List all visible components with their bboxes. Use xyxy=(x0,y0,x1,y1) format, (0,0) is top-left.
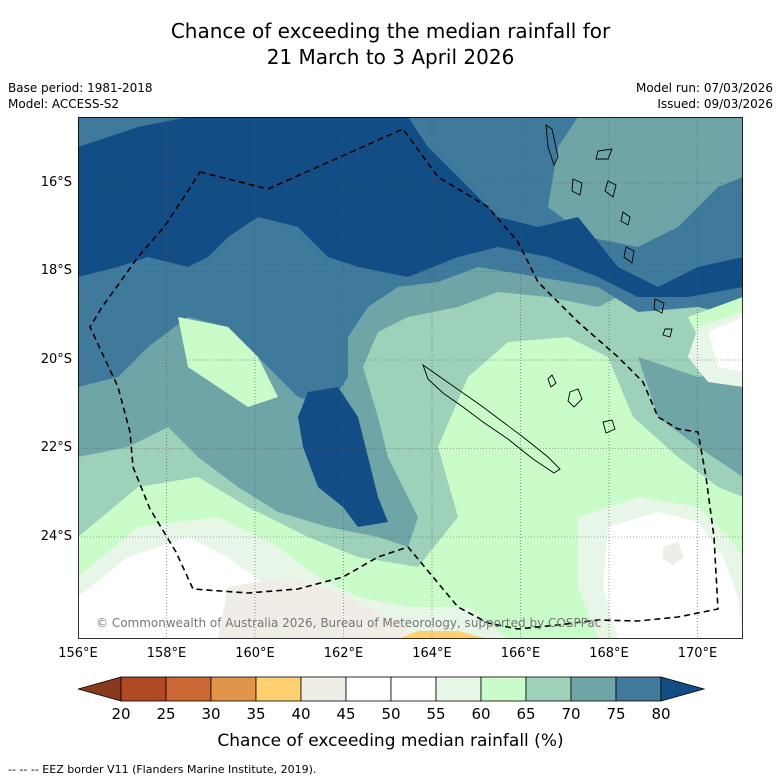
colorbar-tick-35: 35 xyxy=(246,705,266,723)
band-80-plus xyxy=(78,117,743,297)
colorbar-segment-20-25 xyxy=(120,676,167,702)
colorbar-tick-75: 75 xyxy=(606,705,626,723)
eez-border xyxy=(89,128,719,630)
colorbar-segment-75-80 xyxy=(615,676,662,702)
colorbar-tick-65: 65 xyxy=(516,705,536,723)
colorbar-label: Chance of exceeding median rainfall (%) xyxy=(217,731,564,751)
colorbar-segment-45-50 xyxy=(345,676,392,702)
colorbar-segment-25-30 xyxy=(165,676,212,702)
colorbar-segment-70-75 xyxy=(570,676,617,702)
colorbar-tick-70: 70 xyxy=(561,705,581,723)
colorbar-low-extend xyxy=(78,676,122,702)
lat-label-24s: 24°S xyxy=(40,529,72,544)
colorbar-segment-65-70 xyxy=(525,676,572,702)
base-period: Base period: 1981-2018 xyxy=(8,81,153,95)
lon-label-166e: 166°E xyxy=(500,646,541,661)
band-40-45 xyxy=(218,577,418,639)
title-line-2: 21 March to 3 April 2026 xyxy=(266,45,515,69)
title-line-1: Chance of exceeding the median rainfall … xyxy=(170,19,611,43)
colorbar-tick-50: 50 xyxy=(381,705,401,723)
model-name: Model: ACCESS-S2 xyxy=(8,97,120,111)
lat-label-16s: 16°S xyxy=(40,175,72,190)
colorbar-tick-30: 30 xyxy=(201,705,221,723)
meta-left: Base period: 1981-2018 Model: ACCESS-S2 xyxy=(8,80,153,112)
colorbar-tick-55: 55 xyxy=(426,705,446,723)
new-caledonia-island xyxy=(422,363,561,474)
map-border xyxy=(78,117,743,639)
colorbar-tick-60: 60 xyxy=(471,705,491,723)
band-70-75-east xyxy=(638,357,743,477)
colorbar xyxy=(78,676,706,702)
band-40-45-east xyxy=(663,542,684,565)
colorbar-tick-45: 45 xyxy=(336,705,356,723)
lon-label-164e: 164°E xyxy=(412,646,452,661)
colorbar-high-extend xyxy=(660,676,706,702)
colorbar-tick-80: 80 xyxy=(651,705,671,723)
eez-footnote: -- -- -- EEZ border V11 (Flanders Marine… xyxy=(8,763,317,776)
lat-label-20s: 20°S xyxy=(40,352,72,367)
model-run: Model run: 07/03/2026 xyxy=(635,81,773,95)
lat-label-18s: 18°S xyxy=(40,263,72,278)
vanuatu-islands xyxy=(545,124,673,338)
meta-right: Model run: 07/03/2026 Issued: 09/03/2026 xyxy=(636,80,773,112)
lon-label-162e: 162°E xyxy=(323,646,364,661)
copyright-text: © Commonwealth of Australia 2026, Bureau… xyxy=(96,616,601,630)
colorbar-tick-40: 40 xyxy=(291,705,311,723)
rainfall-map: © Commonwealth of Australia 2026, Bureau… xyxy=(78,117,743,639)
lon-label-160e: 160°E xyxy=(235,646,275,661)
issued-date: Issued: 09/03/2026 xyxy=(657,97,773,111)
colorbar-segment-35-40 xyxy=(255,676,302,702)
loyalty-islands xyxy=(547,374,616,434)
colorbar-segment-30-35 xyxy=(210,676,257,702)
graticule xyxy=(78,117,743,639)
chart-title: Chance of exceeding the median rainfall … xyxy=(0,18,781,70)
lat-label-22s: 22°S xyxy=(40,440,72,455)
lon-label-168e: 168°E xyxy=(589,646,629,661)
colorbar-segment-60-65 xyxy=(480,676,527,702)
lon-label-170e: 170°E xyxy=(677,646,718,661)
colorbar-segment-55-60 xyxy=(435,676,482,702)
band-45-55-east xyxy=(603,512,743,639)
band-80-plus-south xyxy=(298,387,388,527)
band-45-55-ne xyxy=(708,317,743,372)
colorbar-segment-50-55 xyxy=(390,676,437,702)
band-60-65-west xyxy=(178,317,278,407)
colorbar-tick-25: 25 xyxy=(156,705,176,723)
band-35-40 xyxy=(398,631,488,639)
lon-label-156e: 156°E xyxy=(58,646,98,661)
lon-label-158e: 158°E xyxy=(146,646,187,661)
colorbar-segment-40-45 xyxy=(300,676,347,702)
colorbar-tick-20: 20 xyxy=(111,705,131,723)
